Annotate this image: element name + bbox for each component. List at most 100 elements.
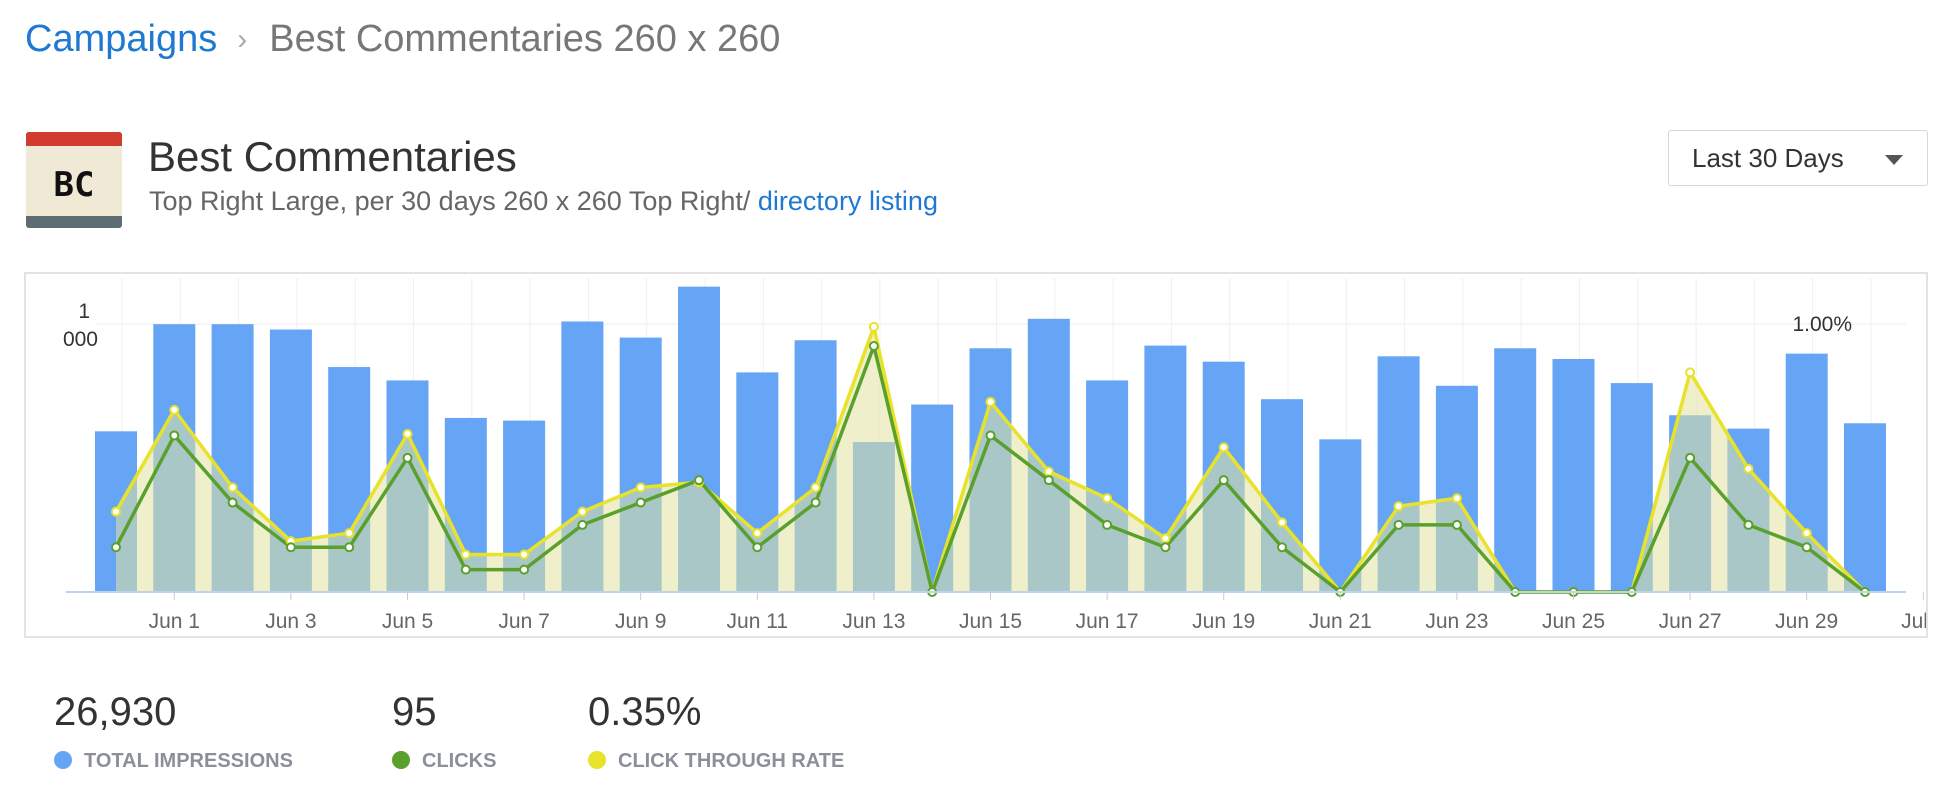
x-tick-label: Jun 3 (265, 610, 316, 633)
clicks-point (285, 542, 296, 553)
campaign-logo: BC (26, 132, 122, 228)
stat-ctr: 0.35% CLICK THROUGH RATE (588, 690, 844, 772)
clicks-point (694, 475, 704, 486)
chart-svg: Jun 1 Jun 3 Jun 5 Jun 7 Jun 9 Jun 11 Jun 13 Jun… (63, 278, 1926, 633)
ctr-point (1102, 493, 1113, 504)
campaign-logo-text: BC (54, 165, 95, 205)
y-right-tick-label: 1.00% (1792, 313, 1852, 336)
chevron-right-icon: › (237, 22, 248, 56)
ctr-point (344, 528, 355, 539)
clicks-point (111, 542, 121, 553)
x-tick-label: Jun 25 (1542, 610, 1605, 633)
date-range-value: Last 30 Days (1692, 142, 1844, 173)
stat-impressions-label: TOTAL IMPRESSIONS (54, 750, 293, 773)
stat-ctr-label-text: CLICK THROUGH RATE (618, 750, 845, 772)
clicks-point (1277, 542, 1287, 553)
clicks-point (810, 497, 821, 508)
x-tick-label: Jun 7 (498, 610, 549, 633)
breadcrumb: Campaigns › Best Commentaries 260 x 260 (25, 18, 780, 61)
clicks-point (1160, 542, 1171, 553)
stat-impressions: 26,930 TOTAL IMPRESSIONS (54, 690, 293, 772)
ctr-point (460, 549, 471, 560)
impressions-bar (1319, 439, 1362, 592)
clicks-point (402, 452, 413, 463)
clicks-point (868, 341, 879, 351)
performance-chart: Jun 1 Jun 3 Jun 5 Jun 7 Jun 9 Jun 11 Jun 13 Jun… (24, 272, 1928, 638)
x-tick-label: Jun 23 (1425, 610, 1488, 633)
clicks-point (227, 497, 238, 508)
legend-dot-impressions (54, 751, 72, 769)
breadcrumb-current: Best Commentaries 260 x 260 (269, 18, 781, 60)
stat-ctr-label: CLICK THROUGH RATE (588, 750, 844, 773)
ctr-point (519, 549, 530, 560)
clicks-point (1218, 475, 1229, 486)
clicks-point (1685, 452, 1696, 463)
clicks-point (985, 430, 996, 441)
x-tick-label: Jun 17 (1076, 610, 1139, 633)
stat-impressions-value: 26,930 (54, 690, 177, 734)
x-tick-label: Jun 21 (1309, 610, 1372, 633)
x-tick-label: Jun 27 (1659, 610, 1722, 633)
stat-clicks-label: CLICKS (392, 750, 496, 773)
y-left-tick-label: 1 (78, 300, 90, 323)
ctr-point (169, 404, 180, 415)
ctr-point (577, 506, 588, 517)
ctr-point (868, 321, 879, 332)
ctr-point (1801, 528, 1812, 539)
x-tick-label: Jun 13 (842, 610, 905, 633)
campaign-subtitle: Top Right Large, per 30 days 260 x 260 T… (149, 186, 938, 217)
x-tick-label: Jun 9 (615, 610, 666, 633)
ctr-point (1160, 533, 1171, 544)
clicks-point (635, 497, 646, 508)
ctr-point (1685, 367, 1696, 378)
clicks-point (1451, 519, 1462, 530)
x-tick-label: Jun 5 (382, 610, 433, 633)
campaign-title: Best Commentaries (148, 133, 517, 180)
stat-impressions-label-text: TOTAL IMPRESSIONS (84, 750, 293, 772)
clicks-point (752, 542, 763, 553)
clicks-point (1743, 519, 1754, 530)
x-tick-label: Jun 29 (1775, 610, 1838, 633)
clicks-point (460, 564, 471, 575)
x-tick-label: Jun 19 (1192, 610, 1255, 633)
caret-down-icon (1885, 155, 1903, 165)
impressions-bar (1552, 358, 1595, 592)
legend-dot-ctr (588, 751, 606, 769)
impressions-bar (1844, 423, 1886, 592)
x-tick-label: Jul 1 (1901, 610, 1926, 633)
clicks-point (169, 430, 180, 441)
y-left-tick-label: 000 (63, 328, 98, 351)
clicks-point (519, 564, 530, 575)
legend-dot-clicks (392, 751, 410, 769)
ctr-point (1218, 442, 1229, 453)
ctr-point (227, 482, 238, 493)
clicks-point (577, 519, 588, 530)
stat-clicks: 95 CLICKS (392, 690, 496, 772)
x-tick-label: Jun 1 (149, 610, 200, 633)
x-tick-label: Jun 15 (959, 610, 1022, 633)
clicks-point (1043, 475, 1054, 486)
ctr-point (1043, 466, 1054, 477)
stat-ctr-value: 0.35% (588, 690, 702, 734)
ctr-point (111, 506, 121, 517)
ctr-point (752, 528, 763, 539)
ctr-point (1743, 463, 1754, 474)
date-range-select[interactable]: Last 30 Days (1668, 130, 1928, 186)
stat-clicks-label-text: CLICKS (422, 750, 497, 772)
ctr-point (810, 482, 821, 493)
ctr-point (1393, 501, 1404, 512)
impressions-bar (1494, 348, 1537, 592)
ctr-point (1277, 517, 1287, 528)
ctr-point (635, 482, 646, 493)
clicks-point (1102, 519, 1113, 530)
clicks-point (1393, 519, 1404, 530)
ctr-point (1451, 493, 1462, 504)
stat-clicks-value: 95 (392, 690, 437, 734)
breadcrumb-campaigns-link[interactable]: Campaigns (25, 18, 218, 60)
ctr-point (402, 428, 413, 439)
clicks-point (344, 542, 355, 553)
ctr-point (985, 396, 996, 407)
campaign-subtitle-text: Top Right Large, per 30 days 260 x 260 T… (149, 186, 758, 216)
x-tick-label: Jun 11 (727, 610, 789, 633)
directory-listing-link[interactable]: directory listing (757, 186, 938, 216)
